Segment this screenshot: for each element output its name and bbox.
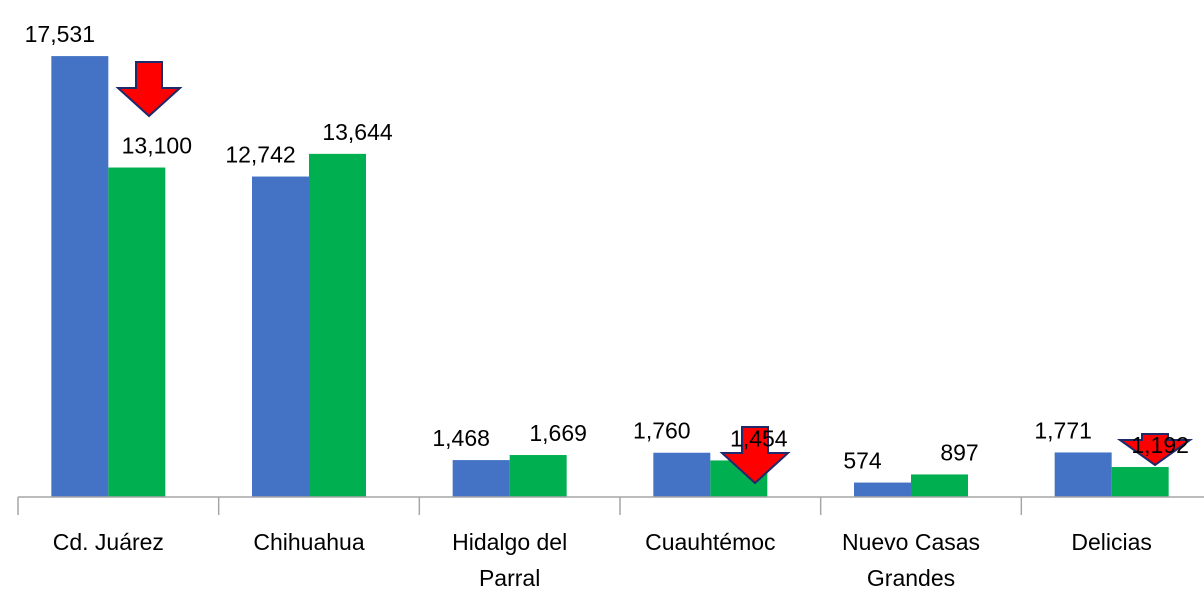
bar xyxy=(108,167,166,497)
data-label: 17,531 xyxy=(25,21,95,47)
bar xyxy=(252,176,309,497)
x-tick-label: Cuauhtémoc xyxy=(645,529,776,555)
bar xyxy=(1054,452,1112,497)
bar xyxy=(911,474,968,497)
x-tick-label: Hidalgo del Parral xyxy=(452,529,568,591)
data-label: 897 xyxy=(940,439,978,465)
data-label: 1,468 xyxy=(432,425,490,451)
x-tick-label: Cd. Juárez xyxy=(52,529,164,555)
data-label: 1,760 xyxy=(633,418,691,444)
x-tick-label: Delicias xyxy=(1071,529,1152,555)
down-arrow xyxy=(1116,433,1194,467)
data-label: 1,454 xyxy=(730,425,788,451)
bar xyxy=(51,56,109,498)
bar xyxy=(1111,467,1169,497)
bar xyxy=(309,153,366,497)
data-label: 13,100 xyxy=(122,133,192,159)
down-arrow xyxy=(719,426,791,485)
data-label: 1,192 xyxy=(1131,432,1189,458)
bar xyxy=(452,460,510,497)
bar xyxy=(854,482,911,497)
x-tick-label: Nuevo Casas Grandes xyxy=(841,529,981,591)
data-label: 1,771 xyxy=(1034,417,1092,443)
down-arrow xyxy=(115,61,183,118)
data-label: 574 xyxy=(843,448,882,474)
data-label: 12,742 xyxy=(225,142,295,168)
bar xyxy=(509,455,567,497)
data-label: 13,644 xyxy=(322,119,393,145)
x-tick-label: Chihuahua xyxy=(253,529,365,555)
data-label: 1,669 xyxy=(529,420,587,446)
bar xyxy=(653,452,711,497)
